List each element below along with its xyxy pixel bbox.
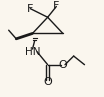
Text: F: F	[53, 1, 59, 11]
Text: HN: HN	[25, 47, 40, 57]
Text: O: O	[43, 77, 52, 87]
Text: F: F	[27, 4, 33, 14]
Text: O: O	[58, 60, 67, 70]
